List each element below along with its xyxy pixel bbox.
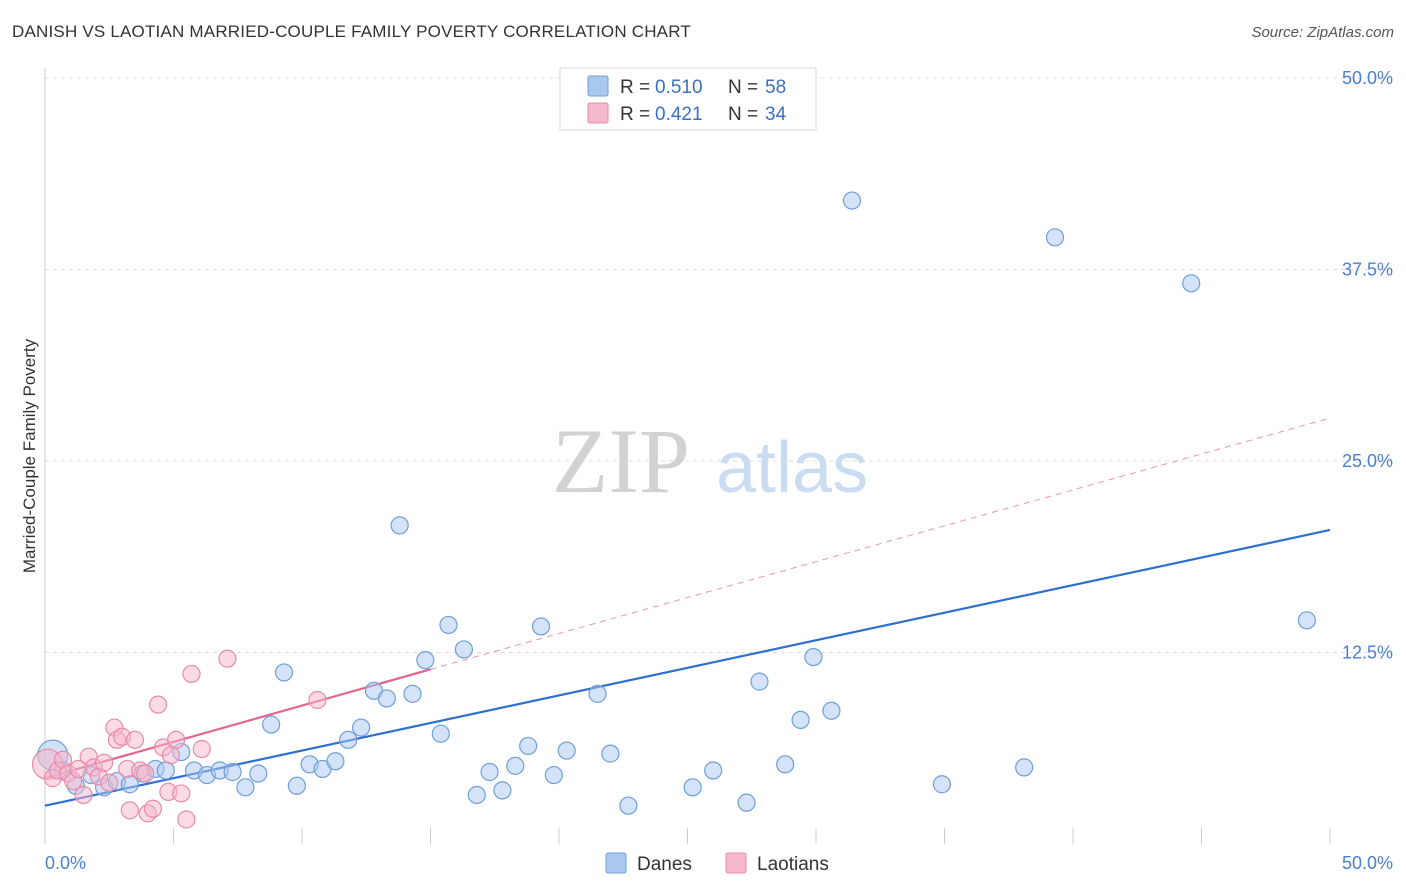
point-danes-47 [750, 672, 769, 691]
chart-source: Source: ZipAtlas.com [1251, 24, 1394, 41]
point-danes-57 [1297, 611, 1316, 630]
point-danes-53 [932, 775, 952, 794]
bottom-legend-swatch-laotians [725, 852, 747, 874]
point-laotians-17 [120, 801, 139, 820]
point-danes-16 [249, 764, 268, 783]
y-tick-label-1: 25.0% [1342, 451, 1393, 471]
bottom-legend-label-laotians: Laotians [757, 854, 829, 875]
trend-line-laotians-extension [430, 417, 1331, 670]
point-danes-34 [480, 762, 499, 782]
point-laotians-23 [148, 695, 168, 714]
legend-r-value-laotians: 0.421 [655, 104, 703, 125]
point-danes-37 [519, 736, 538, 756]
x-tick-label-1: 50.0% [1342, 853, 1393, 873]
point-laotians-31 [192, 739, 211, 759]
point-danes-44 [683, 778, 702, 797]
watermark-atlas: atlas [716, 428, 868, 508]
point-danes-29 [416, 651, 435, 670]
point-laotians-20 [136, 764, 155, 783]
point-danes-35 [493, 781, 512, 800]
point-laotians-28 [172, 784, 191, 803]
point-danes-52 [842, 191, 862, 210]
point-danes-41 [588, 684, 607, 703]
stats-legend: R = 0.510 N = 58 R = 0.421 N = 34 [559, 67, 817, 131]
y-tick-label-0: 12.5% [1342, 643, 1393, 663]
trend-line-danes [44, 528, 1331, 807]
legend-r-label-laotians: R = [620, 104, 650, 125]
point-laotians-29 [177, 810, 196, 829]
point-danes-19 [287, 776, 306, 795]
point-danes-43 [619, 796, 638, 815]
point-danes-46 [737, 793, 756, 812]
point-danes-48 [776, 755, 795, 774]
point-danes-50 [804, 647, 823, 667]
point-laotians-32 [218, 649, 237, 668]
series-danes-points [37, 191, 1316, 815]
point-laotians-27 [166, 730, 186, 749]
point-danes-15 [236, 778, 255, 797]
axes [44, 68, 1331, 844]
legend-n-label-danes: N = [728, 77, 758, 98]
grid-lines [45, 77, 1392, 653]
point-laotians-22 [143, 799, 163, 818]
point-laotians-33 [308, 690, 327, 710]
x-tick-label-0: 0.0% [45, 853, 86, 873]
point-laotians-12 [100, 773, 119, 792]
tick-labels: 12.5% 25.0% 37.5% 50.0% 0.0% 50.0% [45, 68, 1393, 873]
point-danes-40 [557, 741, 576, 760]
series-laotians-points [31, 649, 327, 829]
point-danes-17 [262, 715, 281, 734]
point-danes-26 [377, 689, 396, 708]
point-danes-55 [1045, 228, 1065, 247]
point-danes-36 [506, 756, 525, 775]
watermark: ZIP atlas [552, 410, 868, 512]
legend-n-value-danes: 58 [765, 77, 786, 98]
point-danes-56 [1182, 274, 1201, 293]
point-danes-22 [326, 752, 345, 771]
legend-n-label-laotians: N = [728, 104, 758, 125]
point-danes-24 [352, 718, 371, 737]
point-danes-54 [1015, 758, 1034, 777]
chart-title: DANISH VS LAOTIAN MARRIED-COUPLE FAMILY … [12, 22, 691, 41]
point-danes-51 [822, 701, 841, 720]
watermark-zip: ZIP [552, 410, 690, 512]
data-points [31, 191, 1316, 829]
point-danes-9 [156, 761, 175, 780]
point-danes-14 [223, 762, 242, 782]
series-legend: Danes Laotians [605, 852, 829, 875]
point-danes-28 [403, 684, 422, 703]
legend-swatch-danes [587, 75, 609, 97]
point-danes-18 [274, 663, 294, 682]
point-laotians-26 [161, 746, 181, 765]
legend-r-value-danes: 0.510 [655, 77, 703, 98]
point-danes-31 [439, 615, 458, 635]
point-laotians-30 [182, 664, 201, 684]
point-danes-42 [601, 744, 620, 763]
legend-n-value-laotians: 34 [765, 104, 787, 125]
point-danes-27 [390, 516, 409, 535]
point-danes-30 [431, 724, 450, 743]
point-laotians-7 [74, 785, 93, 805]
bottom-legend-swatch-danes [605, 852, 627, 874]
point-danes-38 [531, 617, 551, 636]
y-tick-label-2: 37.5% [1342, 260, 1393, 280]
point-laotians-18 [125, 730, 145, 749]
point-danes-49 [791, 710, 810, 730]
point-danes-45 [704, 761, 723, 780]
bottom-legend-label-danes: Danes [637, 854, 692, 875]
legend-swatch-laotians [587, 102, 609, 124]
point-laotians-11 [95, 753, 114, 772]
point-danes-23 [339, 730, 358, 749]
point-danes-32 [454, 640, 474, 659]
point-danes-39 [544, 765, 563, 785]
y-tick-label-3: 50.0% [1342, 68, 1393, 88]
legend-r-label-danes: R = [620, 77, 650, 98]
point-danes-33 [467, 785, 486, 805]
